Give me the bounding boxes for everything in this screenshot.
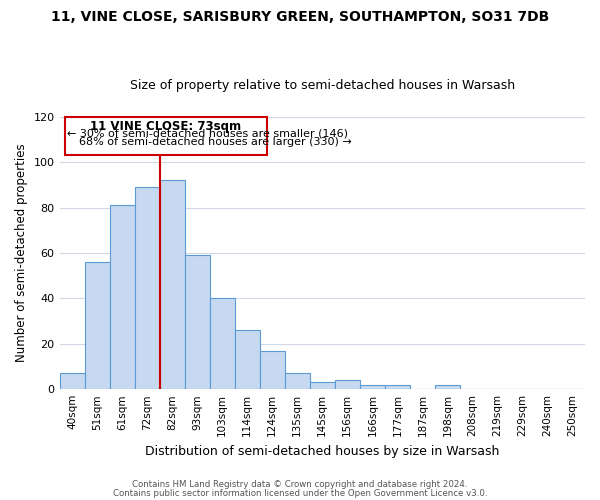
X-axis label: Distribution of semi-detached houses by size in Warsash: Distribution of semi-detached houses by … [145, 444, 499, 458]
Y-axis label: Number of semi-detached properties: Number of semi-detached properties [15, 144, 28, 362]
FancyBboxPatch shape [65, 117, 267, 156]
Bar [110, 206, 134, 389]
Bar [235, 330, 260, 389]
Bar [134, 187, 160, 389]
Bar [185, 255, 209, 389]
Bar [385, 384, 410, 389]
Bar [260, 350, 285, 389]
Bar [160, 180, 185, 389]
Text: Contains HM Land Registry data © Crown copyright and database right 2024.: Contains HM Land Registry data © Crown c… [132, 480, 468, 489]
Bar [435, 384, 460, 389]
Bar [285, 374, 310, 389]
Bar [85, 262, 110, 389]
Text: Contains public sector information licensed under the Open Government Licence v3: Contains public sector information licen… [113, 488, 487, 498]
Bar [335, 380, 360, 389]
Bar [59, 374, 85, 389]
Title: Size of property relative to semi-detached houses in Warsash: Size of property relative to semi-detach… [130, 79, 515, 92]
Text: 68% of semi-detached houses are larger (330) →: 68% of semi-detached houses are larger (… [72, 137, 352, 147]
Text: 11, VINE CLOSE, SARISBURY GREEN, SOUTHAMPTON, SO31 7DB: 11, VINE CLOSE, SARISBURY GREEN, SOUTHAM… [51, 10, 549, 24]
Bar [209, 298, 235, 389]
Bar [310, 382, 335, 389]
Bar [360, 384, 385, 389]
Text: ← 30% of semi-detached houses are smaller (146): ← 30% of semi-detached houses are smalle… [67, 128, 348, 138]
Text: 11 VINE CLOSE: 73sqm: 11 VINE CLOSE: 73sqm [91, 120, 241, 133]
